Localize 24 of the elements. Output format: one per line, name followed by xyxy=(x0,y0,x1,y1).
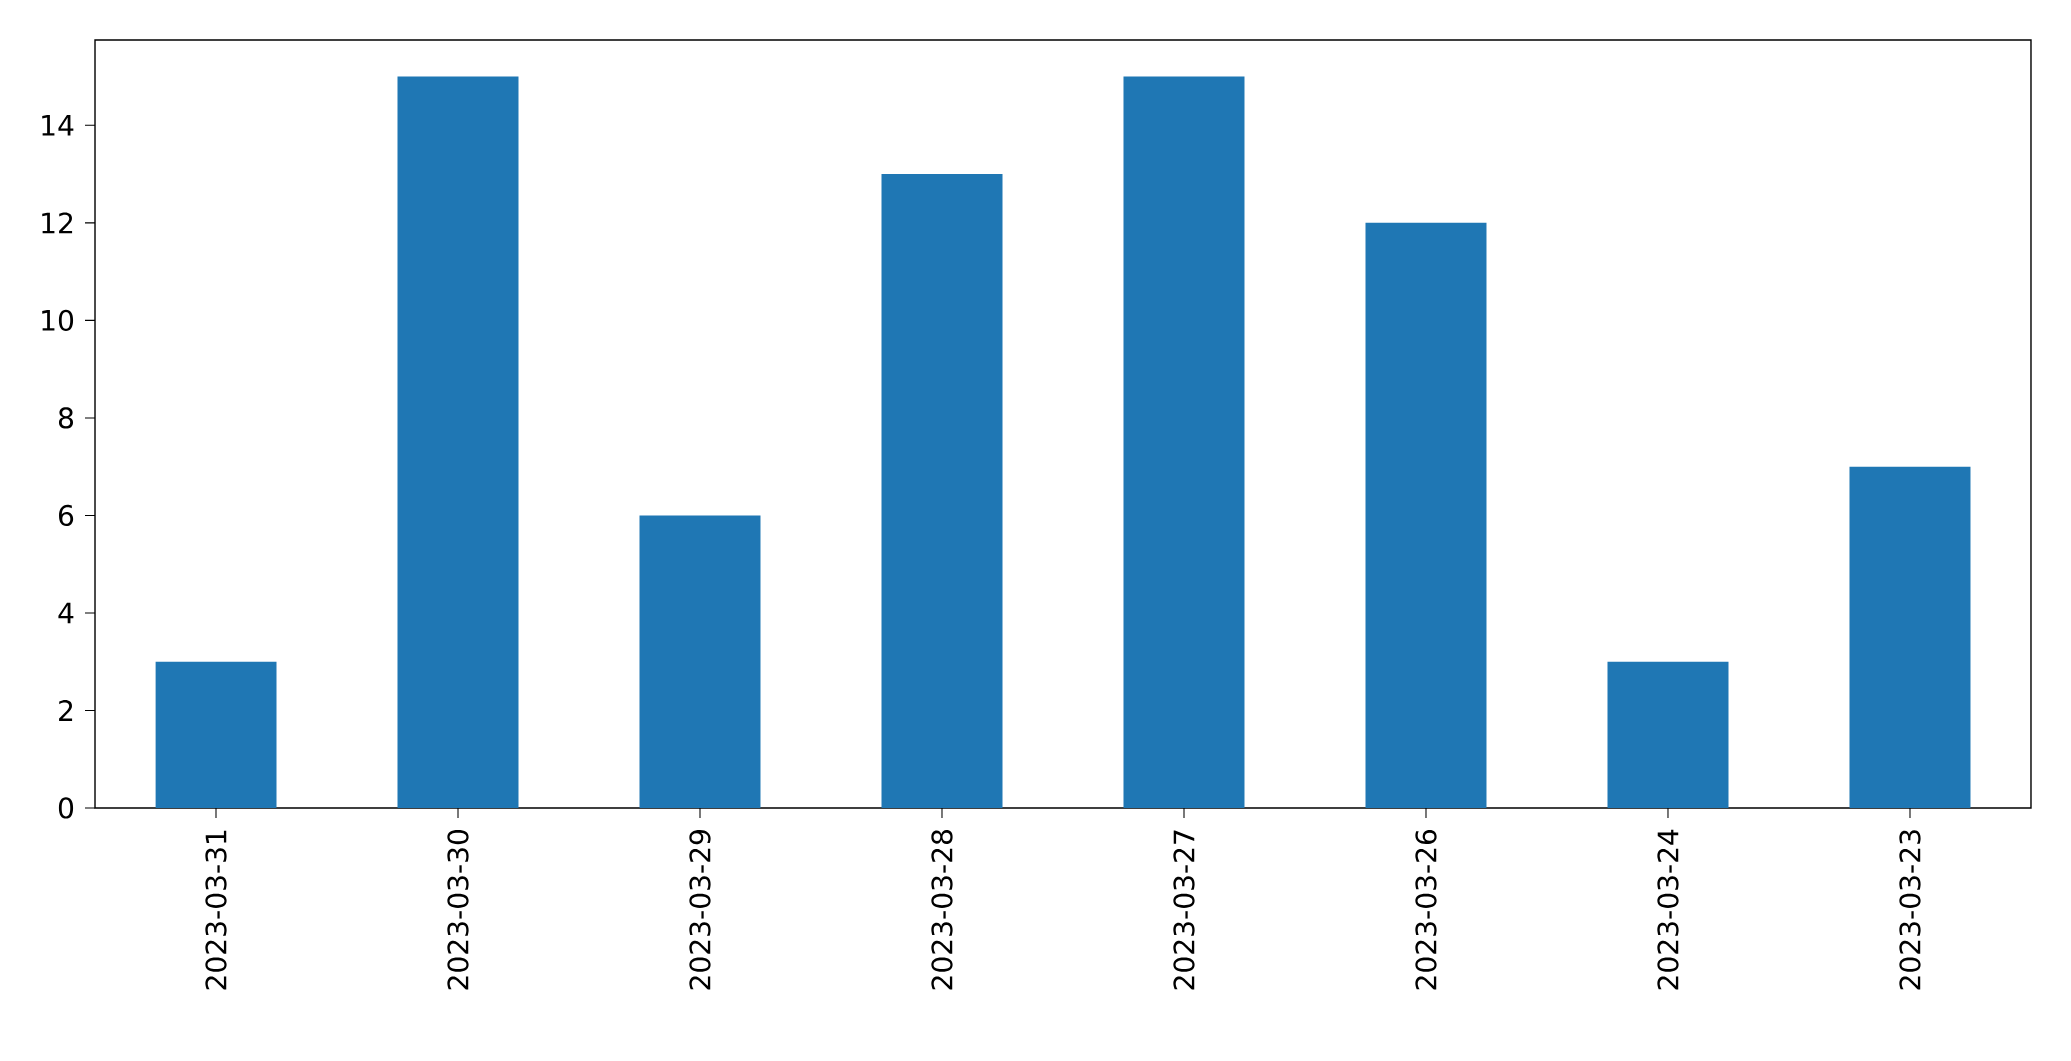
bar xyxy=(1849,466,1971,808)
y-tick-label: 10 xyxy=(42,309,74,331)
bar xyxy=(155,661,277,808)
x-tick-label: 2023-03-27 xyxy=(1173,830,1195,990)
y-tick-label: 12 xyxy=(42,212,73,234)
x-tick-label: 2023-03-23 xyxy=(1899,830,1921,990)
x-tick-label: 2023-03-24 xyxy=(1657,829,1679,990)
x-tick-label: 2023-03-31 xyxy=(205,830,227,990)
y-tick-label: 4 xyxy=(58,602,74,624)
bar xyxy=(1365,222,1487,808)
bar xyxy=(1607,661,1729,808)
bar xyxy=(881,174,1003,808)
bar xyxy=(639,515,761,808)
bar xyxy=(397,76,519,808)
y-tick-label: 14 xyxy=(42,115,74,136)
x-tick-label: 2023-03-29 xyxy=(689,830,711,990)
bar xyxy=(1123,76,1245,808)
y-tick-label: 2 xyxy=(59,700,73,721)
x-tick-label: 2023-03-30 xyxy=(447,829,469,990)
x-tick-label: 2023-03-28 xyxy=(931,830,953,990)
y-tick-label: 6 xyxy=(59,504,74,527)
y-tick-label: 8 xyxy=(58,407,74,429)
x-tick-label: 2023-03-26 xyxy=(1415,829,1437,990)
y-tick-label: 0 xyxy=(58,797,74,819)
